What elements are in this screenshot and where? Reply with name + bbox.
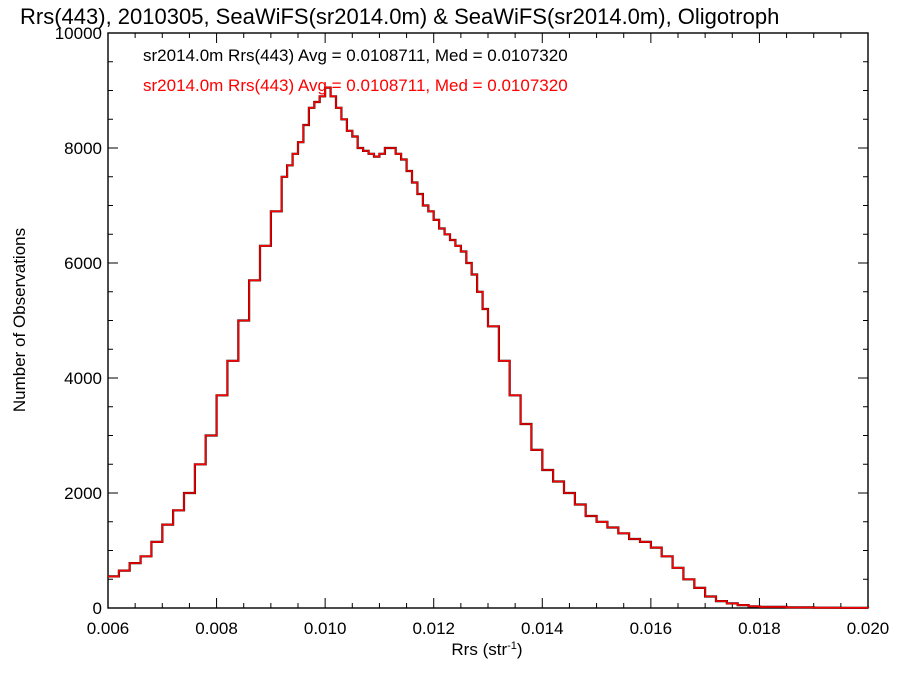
legend: sr2014.0m Rrs(443) Avg = 0.0108711, Med … <box>143 46 568 95</box>
y-tick-label: 0 <box>93 599 102 618</box>
x-tick-label: 0.012 <box>412 619 455 638</box>
y-tick-label: 8000 <box>64 139 102 158</box>
x-axis-label-close: ) <box>517 640 523 659</box>
y-axis: 0 2000 4000 6000 8000 10000 <box>55 24 868 618</box>
x-tick-label: 0.010 <box>304 619 347 638</box>
x-tick-label: 0.008 <box>195 619 238 638</box>
y-tick-label: 6000 <box>64 254 102 273</box>
y-tick-label: 4000 <box>64 369 102 388</box>
series-layer <box>108 86 870 609</box>
y-axis-label: Number of Observations <box>10 228 29 412</box>
legend-entry-red: sr2014.0m Rrs(443) Avg = 0.0108711, Med … <box>143 76 568 95</box>
x-axis-label-superscript: -1 <box>507 640 517 652</box>
series-line-black <box>108 86 870 609</box>
x-tick-label: 0.006 <box>87 619 130 638</box>
x-tick-label: 0.018 <box>738 619 781 638</box>
x-tick-label: 0.014 <box>521 619 564 638</box>
y-tick-label: 10000 <box>55 24 102 43</box>
chart-title: Rrs(443), 2010305, SeaWiFS(sr2014.0m) & … <box>20 4 779 29</box>
series-line-red <box>108 86 869 609</box>
y-tick-label: 2000 <box>64 484 102 503</box>
x-tick-label: 0.020 <box>847 619 890 638</box>
x-axis-label: Rrs (str-1) <box>451 640 522 659</box>
x-axis: 0.006 0.008 0.010 0.012 0.014 0.016 0.018 0.020 <box>87 33 890 638</box>
legend-entry-black: sr2014.0m Rrs(443) Avg = 0.0108711, Med … <box>143 46 568 65</box>
x-tick-label: 0.016 <box>630 619 673 638</box>
